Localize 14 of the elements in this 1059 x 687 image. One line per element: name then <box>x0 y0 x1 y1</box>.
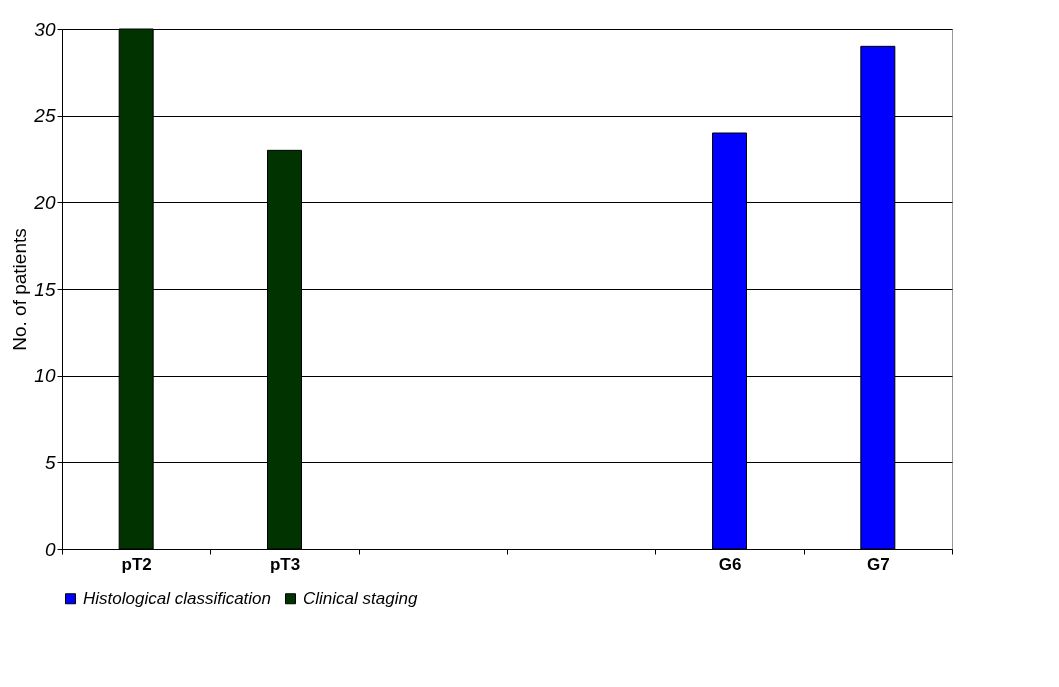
y-tick-label: 10 <box>34 365 56 387</box>
legend-label: Histological classification <box>83 588 272 608</box>
y-tick-label: 20 <box>33 191 56 213</box>
y-tick-label: 0 <box>44 538 56 560</box>
y-tick-label: 5 <box>44 451 56 473</box>
legend-label: Clinical staging <box>303 588 418 608</box>
y-tick-label: 30 <box>34 18 56 40</box>
x-tick-label: G7 <box>866 554 890 574</box>
y-axis-title: No. of patients <box>9 228 31 351</box>
x-tick-label: G6 <box>718 554 742 574</box>
x-tick-label: pT2 <box>121 554 152 574</box>
y-tick-label: 15 <box>34 278 56 300</box>
y-tick-label: 25 <box>33 105 56 127</box>
x-tick-label: pT3 <box>269 554 301 574</box>
